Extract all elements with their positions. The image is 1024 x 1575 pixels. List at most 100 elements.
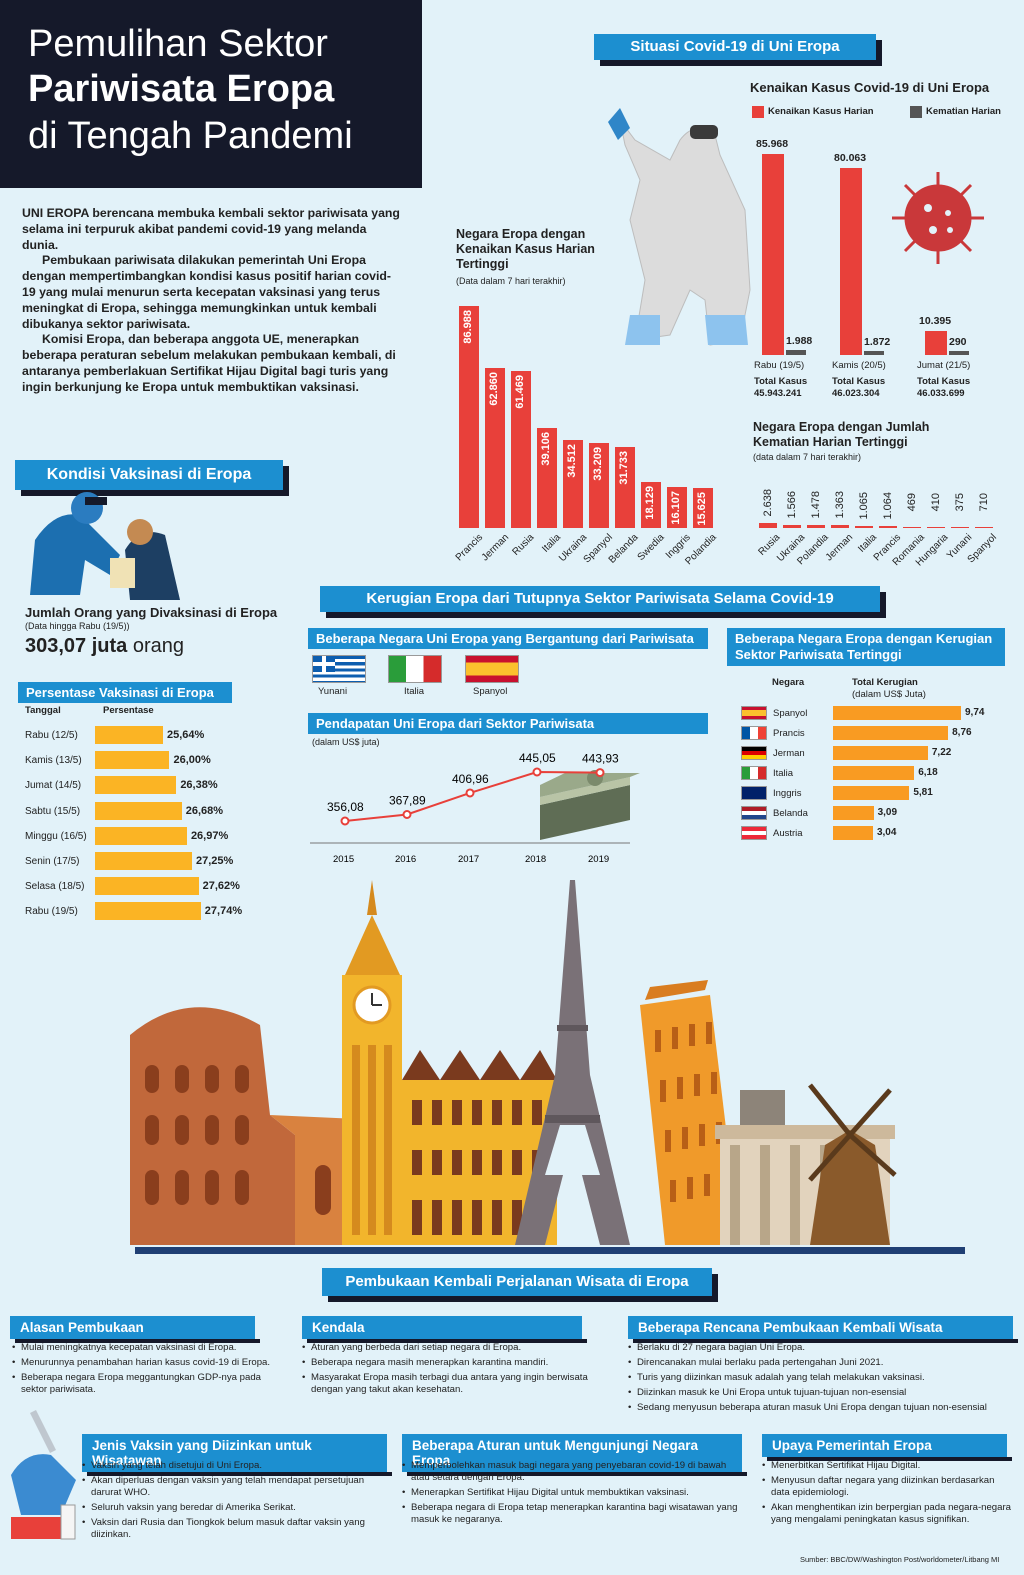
legend-cases-label: Kenaikan Kasus Harian	[768, 106, 874, 117]
glove-icon	[11, 1454, 76, 1515]
syringe-icon	[30, 1410, 56, 1453]
title-box: Pemulihan Sektor Pariwisata Eropa di Ten…	[0, 0, 422, 188]
intro-text: UNI EROPA berencana membuka kembali sekt…	[22, 206, 402, 396]
deaths-bar	[807, 525, 825, 528]
source-note: Sumber: BBC/DW/Washington Post/worldomet…	[800, 1555, 1000, 1564]
list-item: Seluruh vaksin yang beredar di Amerika S…	[82, 1502, 382, 1514]
col-date: Tanggal	[25, 705, 61, 716]
list-item: Beberapa negara di Eropa tetap menerapka…	[402, 1502, 747, 1526]
legend-deaths-swatch	[910, 106, 922, 118]
daily-total-value: 45.943.241	[754, 388, 802, 399]
intro-paragraph: Pembukaan pariwisata dilakukan pemerinta…	[22, 253, 391, 331]
reasons-list: Mulai meningkatnya kecepatan vaksinasi d…	[12, 1342, 287, 1399]
dependent-country: Yunani	[318, 686, 348, 697]
government-list: Menerbitkan Sertifikat Hijau Digital. Me…	[762, 1460, 1014, 1529]
revenue-value: 443,93	[582, 752, 619, 766]
vaccine-pct-value: 25,64%	[167, 729, 205, 741]
loss-country: Prancis	[773, 728, 805, 739]
col-country: Negara	[772, 677, 805, 688]
deaths-value: 710	[978, 492, 990, 511]
reopen-banner: Pembukaan Kembali Perjalanan Wisata di E…	[322, 1268, 712, 1296]
ground-line	[135, 1247, 965, 1254]
france-flag-icon	[741, 726, 767, 740]
list-item: Memperbolehkan masuk bagi negara yang pe…	[402, 1460, 747, 1484]
cases-country-label: Swedia	[635, 532, 667, 563]
vaccine-pct-value: 26,97%	[190, 829, 229, 842]
deaths-value: 1.478	[810, 491, 822, 519]
list-item: Turis yang diizinkan masuk adalah yang t…	[628, 1372, 1018, 1384]
boot-icon	[625, 315, 660, 345]
vaccine-pct-value: 26,00%	[173, 754, 211, 767]
title-line-1: Pemulihan Sektor	[28, 23, 328, 65]
revenue-year: 2018	[525, 854, 546, 865]
revenue-value: 367,89	[389, 793, 426, 807]
daily-cases-bar	[925, 330, 947, 355]
cases-bar	[589, 443, 609, 528]
vaccinated-count-unit: orang	[132, 635, 185, 657]
reasons-title: Alasan Pembukaan	[10, 1316, 260, 1343]
italy-flag-icon	[741, 766, 767, 780]
title-line-2: Pariwisata Eropa	[28, 68, 335, 110]
col-total-unit: (dalam US$ Juta)	[852, 689, 926, 700]
daily-deaths-value: 1.872	[864, 335, 891, 348]
daily-chart-title: Kenaikan Kasus Covid-19 di Uni Eropa	[750, 80, 990, 95]
list-item: Berlaku di 27 negara bagian Uni Eropa.	[628, 1342, 1018, 1354]
cases-value: 34.512	[566, 443, 578, 478]
dependent-country: Spanyol	[473, 686, 508, 697]
leaning-tower-of-pisa-icon	[640, 980, 740, 1245]
revenue-year: 2016	[395, 854, 416, 865]
cases-bar	[563, 439, 583, 528]
deaths-bar	[759, 523, 777, 528]
list-item: Direncanakan mulai berlaku pada pertenga…	[628, 1357, 1018, 1369]
vaccinated-count-title: Jumlah Orang yang Divaksinasi di Eropa	[25, 605, 278, 620]
loss-bar	[833, 826, 873, 840]
deaths-chart-title: Negara Eropa dengan Jumlah Kematian Hari…	[753, 420, 930, 449]
vaccine-pct-bar	[95, 726, 163, 744]
deaths-bar	[975, 526, 993, 528]
losses-banner: Kerugian Eropa dari Tutupnya Sektor Pari…	[320, 586, 880, 612]
loss-value: 3,04	[876, 827, 897, 838]
vaccine-pct-bar	[95, 852, 192, 870]
cases-bar	[485, 367, 505, 528]
list-item: Vaksin dari Rusia dan Tiongkok belum mas…	[82, 1517, 382, 1541]
daily-total-label: Total Kasus	[754, 376, 808, 387]
list-item: Sedang menyusun beberapa aturan masuk Un…	[628, 1402, 1018, 1414]
revenue-point	[532, 767, 542, 777]
uk-flag-icon	[741, 786, 767, 800]
cases-value: 33.209	[592, 447, 604, 481]
vaccinated-count: 303,07 juta orang	[25, 635, 184, 658]
vaccine-row-date: Selasa (18/5)	[25, 881, 85, 893]
list-item: Diizinkan masuk ke Uni Eropa untuk tujua…	[628, 1387, 1018, 1399]
cases-bar	[667, 486, 687, 528]
list-item: Menerbitkan Sertifikat Hijau Digital.	[762, 1460, 1014, 1472]
intro-paragraph: UNI EROPA berencana membuka kembali sekt…	[22, 206, 400, 252]
government-title: Upaya Pemerintah Eropa	[762, 1434, 1012, 1461]
list-item: Aturan yang berbeda dari setiap negara d…	[302, 1342, 602, 1354]
austria-flag-icon	[741, 826, 767, 840]
list-item: Menerapkan Sertifikat Hijau Digital untu…	[402, 1487, 747, 1499]
deaths-bar	[855, 525, 873, 528]
cases-country-label: Rusia	[510, 532, 537, 558]
boot-icon	[705, 315, 748, 345]
revenue-year: 2017	[458, 854, 479, 865]
vaccine-row-date: Jumat (14/5)	[25, 780, 82, 792]
vaccine-pct-bar	[95, 751, 170, 770]
deaths-value: 2.638	[762, 489, 774, 517]
list-item: Menyusun daftar negara yang diizinkan be…	[762, 1475, 1014, 1499]
col-total: Total Kerugian	[852, 677, 918, 688]
cases-bar	[459, 306, 479, 528]
deaths-value: 1.064	[882, 491, 894, 520]
col-percentage: Persentase	[103, 705, 154, 716]
vaccine-row-date: Rabu (12/5)	[25, 730, 78, 741]
windmill-icon	[808, 1083, 897, 1245]
revenue-title: Pendapatan Uni Eropa dari Sektor Pariwis…	[308, 713, 708, 734]
legend-cases-swatch	[752, 106, 764, 118]
money-stack-icon	[540, 770, 640, 840]
revenue-value: 356,08	[327, 800, 364, 814]
deaths-value: 1.363	[834, 491, 846, 519]
vaccine-row-date: Senin (17/5)	[25, 856, 80, 867]
vaccinated-count-value: 303,07 juta	[25, 635, 128, 657]
revenue-year: 2015	[333, 854, 354, 865]
loss-country: Jerman	[773, 748, 805, 759]
hazmat-illustration	[608, 108, 751, 346]
